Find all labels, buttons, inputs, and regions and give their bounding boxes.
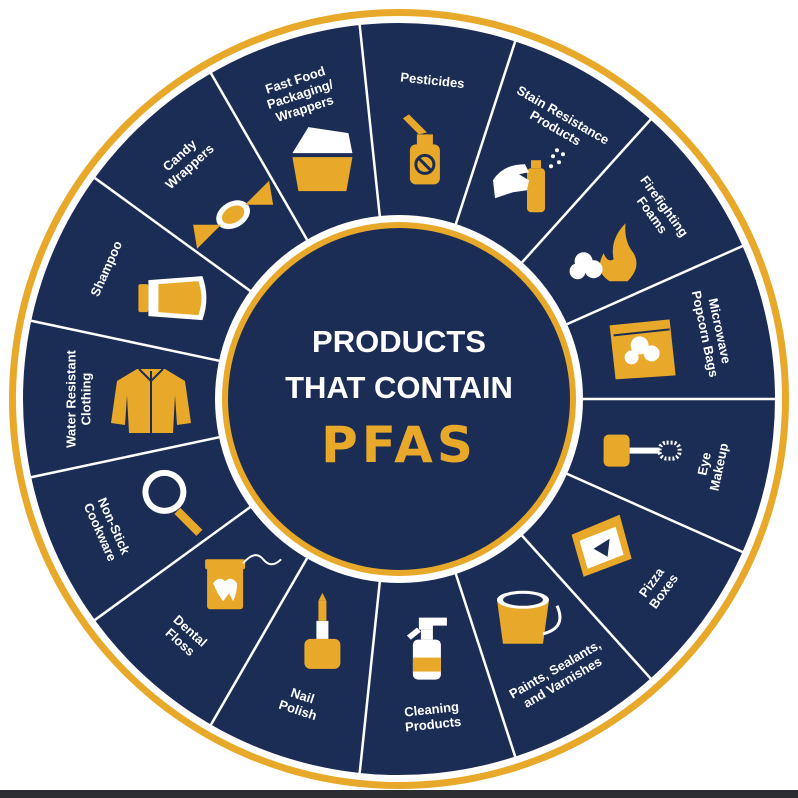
segment-label-line: Clothing [79, 373, 94, 426]
segment-label-line: Cleaning [403, 699, 459, 720]
segment-dividers [29, 22, 777, 776]
segment-divider [358, 22, 382, 221]
bottom-edge-bar [0, 790, 798, 798]
segment-label-line: Water Resistant [64, 349, 79, 447]
segment-divider [92, 503, 255, 623]
segment-divider [562, 244, 745, 327]
segment-divider [453, 39, 517, 229]
label-water-resistant-clothing: Water Resistant Clothing [64, 349, 94, 447]
segment-divider [518, 117, 653, 267]
fire-foam-icon [569, 223, 637, 282]
popcorn-bag-icon [609, 319, 676, 380]
pizza-box-icon [571, 514, 632, 577]
jacket-icon [111, 368, 191, 433]
wrapped-candy-icon [193, 180, 274, 249]
segment-divider [358, 577, 382, 776]
title-line-1: PRODUCTS [312, 324, 486, 359]
mascara-icon [603, 434, 682, 467]
trigger-spray-bottle-icon [406, 617, 447, 680]
takeout-box-icon [292, 127, 353, 192]
segment-label-line: Products [404, 714, 462, 735]
label-pesticides: Pesticides [400, 69, 466, 91]
segment-label-line: Eye [694, 451, 713, 477]
nail-polish-icon [304, 592, 341, 669]
segment-divider [92, 175, 255, 295]
segment-label-line: Nail [289, 685, 316, 707]
center-navy-disc [228, 228, 570, 570]
segment-divider [453, 569, 517, 759]
title-line-2: THAT CONTAIN [285, 370, 513, 405]
segment-water-resistant-clothing: Water Resistant Clothing [64, 349, 191, 448]
paint-bucket-icon [497, 590, 562, 644]
segment-divider [29, 319, 224, 363]
title-pfas: PFAS [321, 416, 477, 474]
shampoo-bottle-icon [138, 276, 207, 321]
segment-pesticides: Pesticides [400, 69, 466, 185]
dental-floss-icon [205, 554, 282, 610]
segment-divider [29, 435, 224, 479]
segment-divider [208, 554, 311, 727]
frying-pan-icon [142, 469, 203, 536]
spray-bottle-icon [402, 114, 440, 185]
hand-spray-can-icon [493, 148, 565, 213]
segment-divider [518, 531, 653, 681]
segment-label-line: Pesticides [400, 69, 466, 91]
segment-divider [562, 471, 745, 554]
segment-divider [208, 71, 311, 244]
